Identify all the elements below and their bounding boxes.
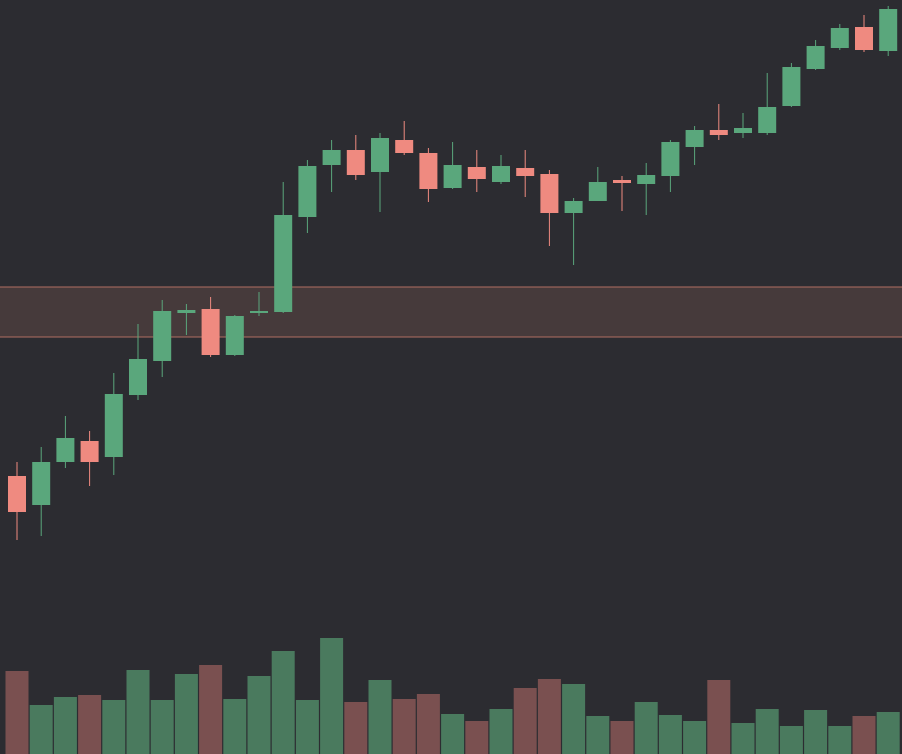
candle-body [371, 138, 389, 172]
volume-bar [174, 674, 198, 754]
volume-bar [755, 709, 779, 754]
volume-bar [53, 697, 77, 754]
volume-bar [320, 638, 344, 754]
candle-body [32, 462, 51, 505]
candle-body [467, 167, 486, 179]
volume-bar [416, 694, 440, 754]
candle-body [274, 215, 293, 312]
volume-bar [295, 700, 319, 754]
candle-body [830, 28, 849, 48]
volume-bar [441, 714, 465, 754]
candle-body [80, 441, 99, 462]
volume-bar [5, 671, 29, 754]
candle-body [516, 168, 535, 176]
candle-body [395, 140, 414, 153]
candle-body [104, 394, 123, 457]
candle-body [709, 130, 728, 135]
candle-body [661, 142, 680, 176]
candle-body [56, 438, 75, 462]
volume-bar [368, 680, 392, 754]
volume-bar [513, 688, 537, 754]
candle-body [298, 166, 317, 217]
candle-body [734, 128, 752, 133]
volume-bar [586, 716, 610, 754]
candle-body [806, 46, 825, 69]
volume-bar [126, 670, 150, 754]
candle-body [540, 174, 559, 213]
candle-body [685, 130, 704, 147]
volume-bar [465, 721, 489, 754]
candle-body [855, 27, 873, 50]
volume-bar [852, 716, 876, 754]
candle-body [588, 182, 607, 201]
volume-bar [271, 651, 295, 754]
volume-bar [537, 679, 561, 754]
zone [0, 287, 902, 337]
candle-body [153, 311, 172, 361]
candle-body [443, 165, 462, 188]
candle-body [637, 175, 656, 184]
volume-bar [29, 705, 53, 754]
candle-body [201, 309, 220, 355]
volume-bar [683, 721, 707, 754]
candle-body [613, 180, 631, 183]
volume-bar [247, 676, 271, 754]
volume-bar [78, 695, 102, 754]
volume-bar [392, 699, 416, 754]
candle-body [129, 359, 147, 395]
volume-bar [223, 699, 247, 754]
candle-body [782, 67, 801, 106]
volume-bar [102, 700, 126, 754]
candle-body [346, 150, 365, 175]
candle-body [564, 201, 583, 213]
candle-body [177, 310, 196, 313]
candle-body [322, 150, 341, 165]
candle-body [419, 153, 438, 189]
volume-bar [779, 726, 803, 754]
volume-bar [562, 684, 586, 754]
candle-body [492, 166, 510, 182]
volume-bar [489, 709, 513, 754]
volume-bar [344, 702, 368, 754]
candle-body [225, 316, 244, 355]
volume-bar [804, 710, 828, 754]
volume-bar [876, 712, 900, 754]
volume-bar [634, 702, 658, 754]
volume-bar [199, 665, 223, 754]
volume-bar [658, 715, 682, 754]
candle-body [758, 107, 777, 133]
volume-bar [828, 726, 852, 754]
volume-bar [731, 723, 755, 754]
candle-body [879, 9, 898, 51]
volume-bar [707, 680, 731, 754]
volume-bar [610, 721, 634, 754]
candle-body [250, 311, 268, 313]
volume-bar [150, 700, 174, 754]
candle-body [8, 476, 26, 512]
